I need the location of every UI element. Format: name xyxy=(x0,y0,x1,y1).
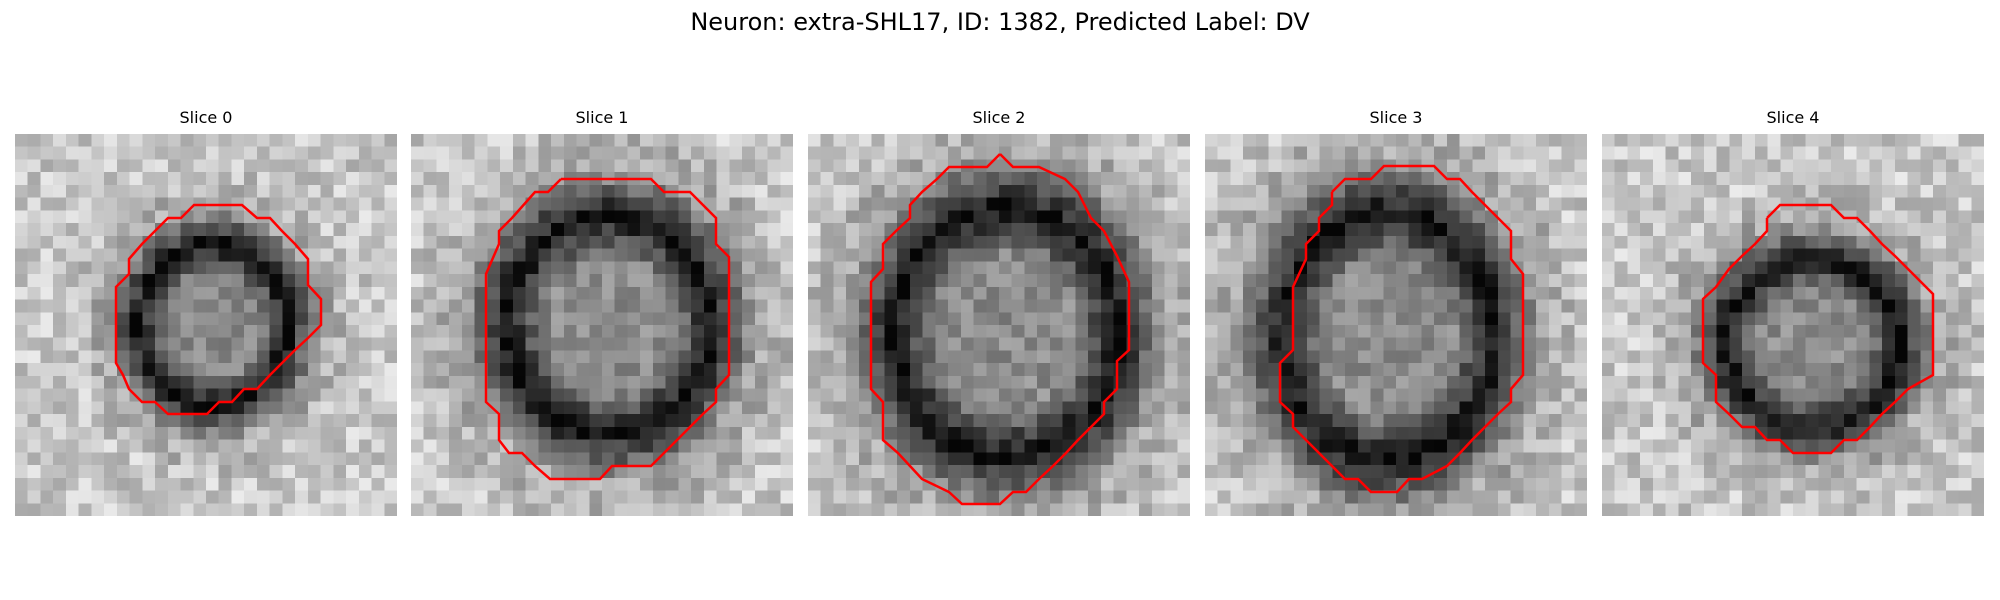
slice-panel-0: Slice 0 xyxy=(15,108,397,518)
slice-title-2: Slice 2 xyxy=(972,108,1026,127)
slice-image-4 xyxy=(1602,134,1984,516)
slice-panel-1: Slice 1 xyxy=(411,108,793,518)
slice-image-1 xyxy=(411,134,793,516)
roi-contour-2 xyxy=(869,153,1131,506)
roi-contour-1 xyxy=(484,177,731,481)
slice-panel-2: Slice 2 xyxy=(808,108,1190,518)
roi-contour-0 xyxy=(114,203,323,416)
slice-image-2 xyxy=(808,134,1190,516)
slice-panel-4: Slice 4 xyxy=(1602,108,1984,518)
slice-panel-3: Slice 3 xyxy=(1205,108,1587,518)
roi-contour-3 xyxy=(1278,164,1525,494)
roi-contour-4 xyxy=(1701,203,1935,455)
slice-image-3 xyxy=(1205,134,1587,516)
slice-image-0 xyxy=(15,134,397,516)
slice-title-3: Slice 3 xyxy=(1369,108,1423,127)
figure-title: Neuron: extra-SHL17, ID: 1382, Predicted… xyxy=(690,8,1310,36)
slice-title-0: Slice 0 xyxy=(179,108,233,127)
slice-title-1: Slice 1 xyxy=(575,108,629,127)
slice-micrograph-0 xyxy=(15,134,397,516)
slice-title-4: Slice 4 xyxy=(1766,108,1820,127)
